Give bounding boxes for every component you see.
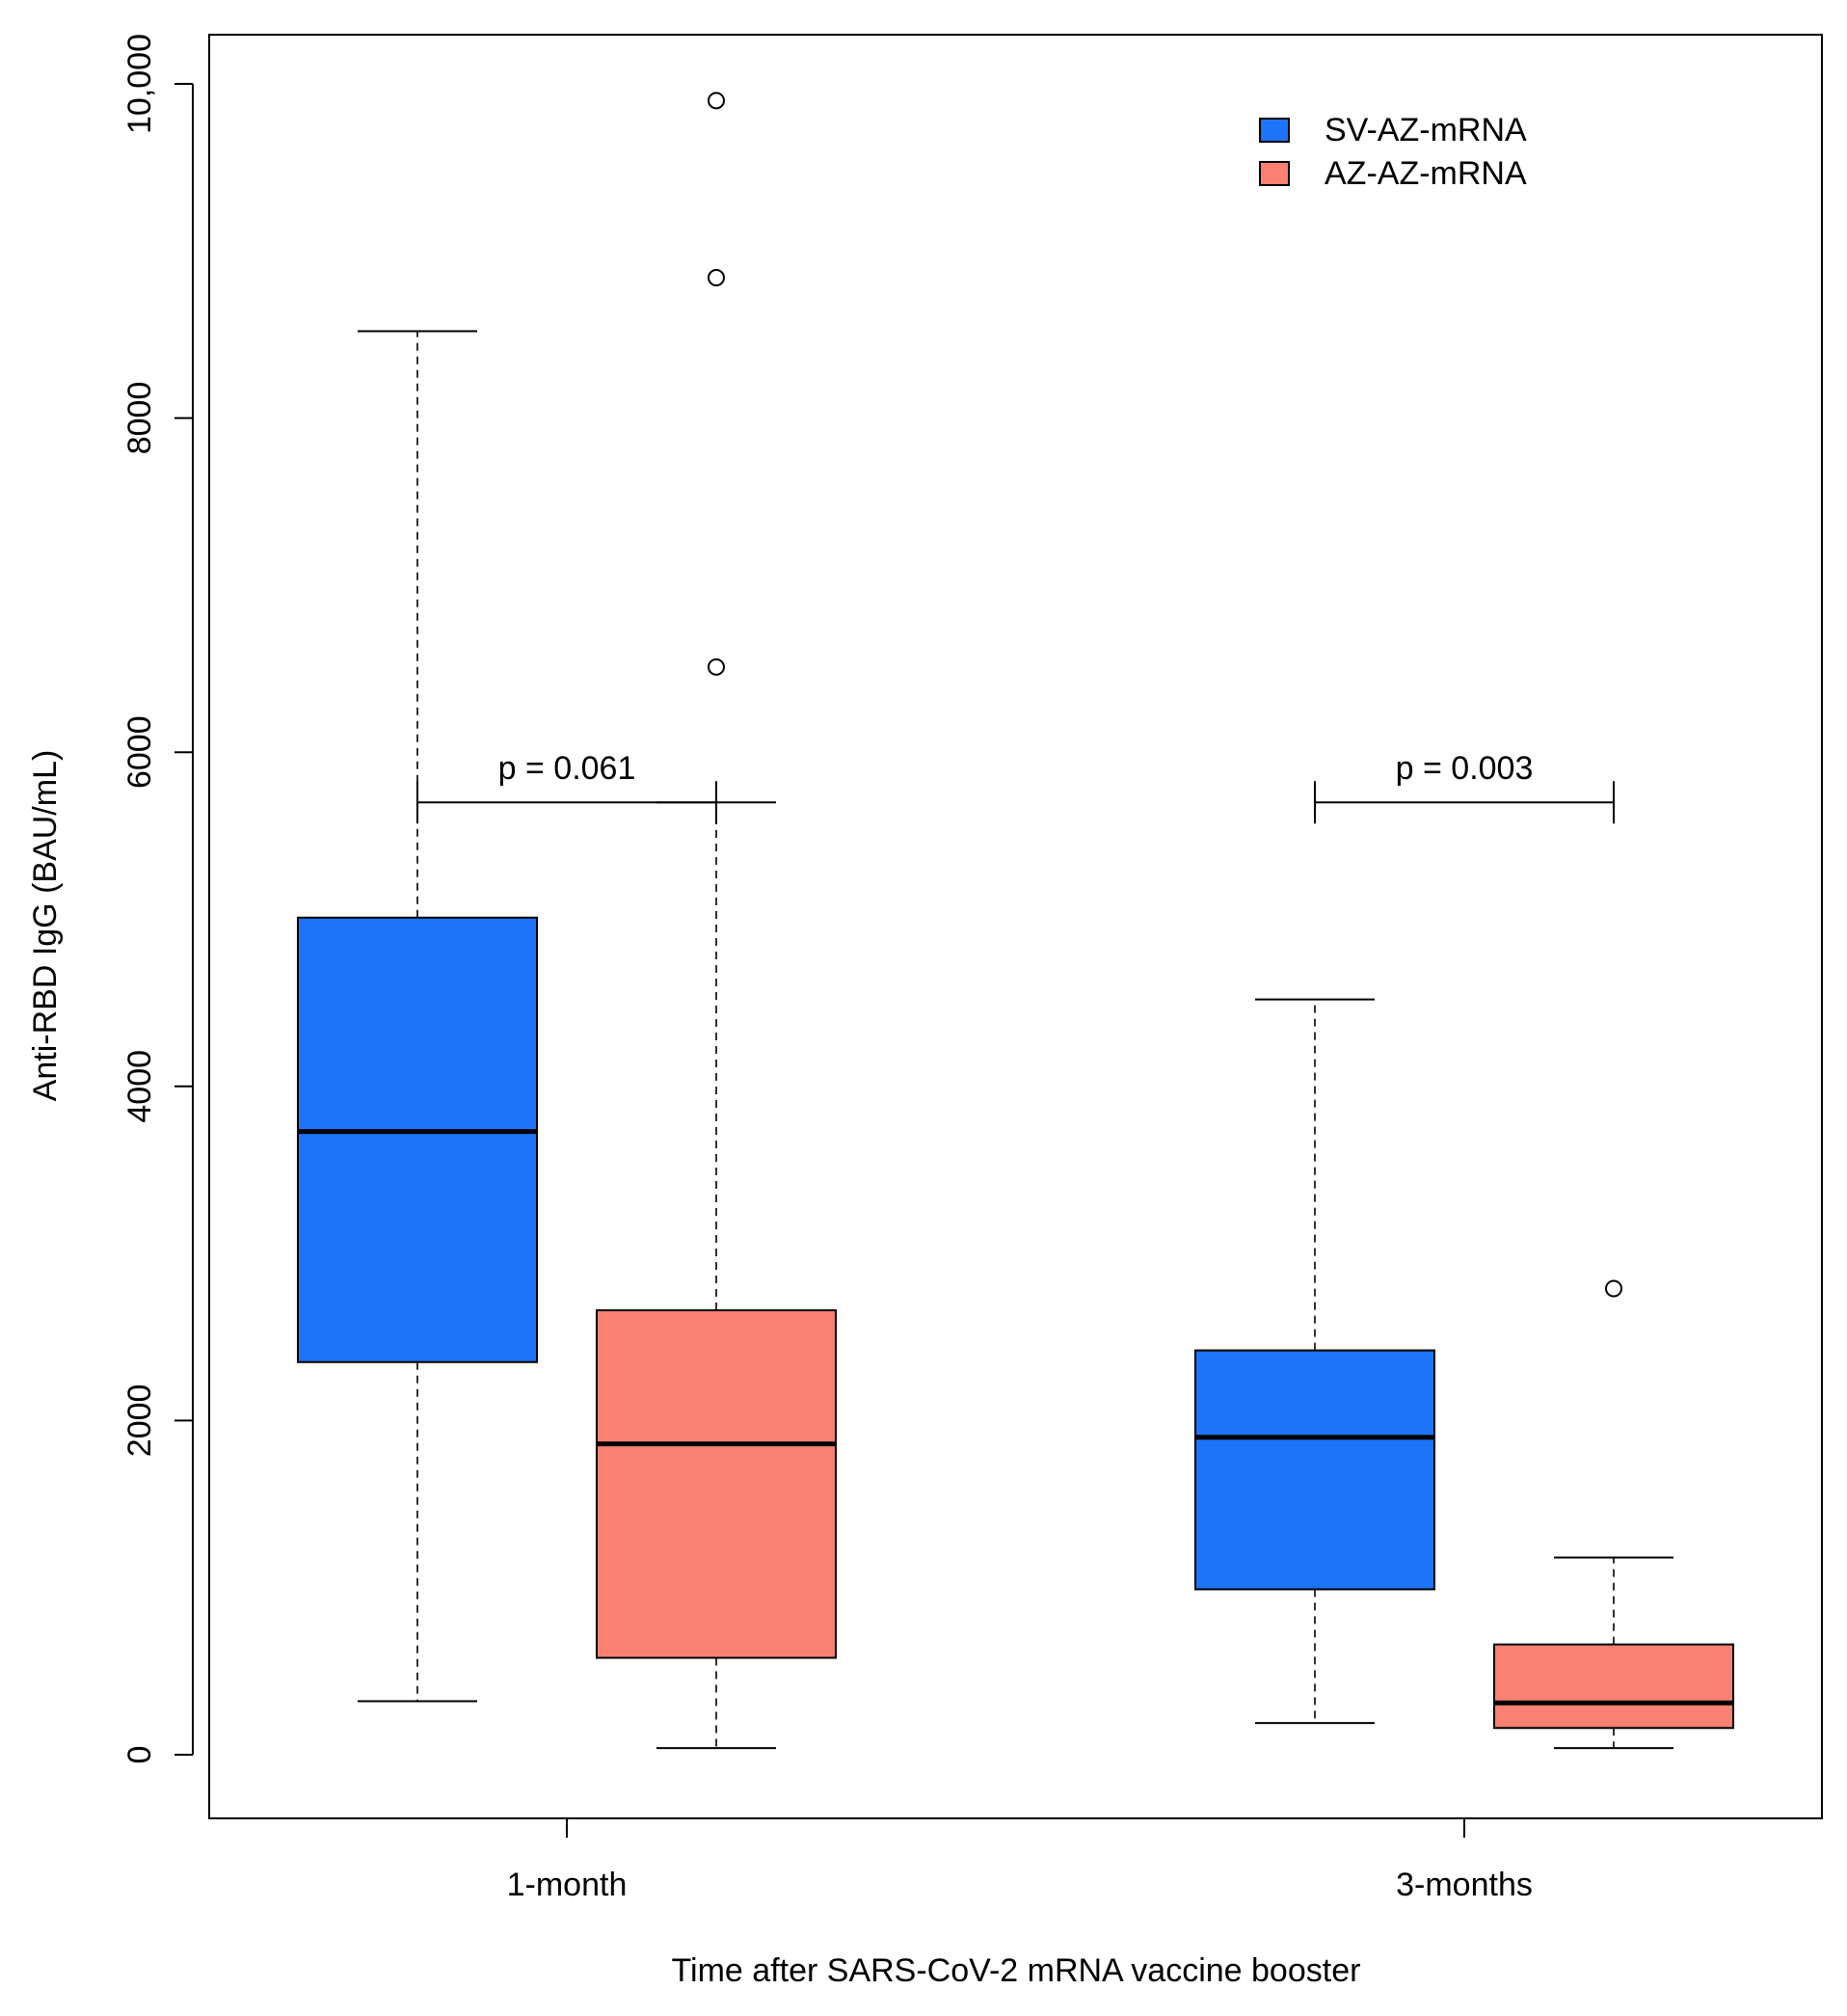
y-axis: 0 2000 4000 6000 8000 10,000 [121, 34, 194, 1764]
p-value-bracket-1-month: p = 0.061 [416, 750, 717, 824]
iqr-box-az-az-mrna-3-months [1493, 1643, 1734, 1730]
outlier-az-az-mrna-3-months-0 [1605, 1279, 1622, 1298]
p-value-label-3-months: p = 0.003 [1396, 750, 1534, 787]
y-tick-label-4000: 4000 [121, 1050, 158, 1123]
box-az-az-mrna-3-months [1493, 1279, 1734, 1750]
box-sv-az-mrna-3-months [1194, 998, 1435, 1725]
y-tick-label-8000: 8000 [121, 382, 158, 455]
legend-label-sv-az-mrna: SV-AZ-mRNA [1325, 112, 1527, 148]
plot-frame [208, 34, 1823, 1819]
box-az-az-mrna-1-month [596, 92, 837, 1750]
legend-swatch-az-az-mrna [1259, 161, 1290, 186]
box-sv-az-mrna-1-month [297, 330, 538, 1703]
p-value-bracket-3-months: p = 0.003 [1314, 750, 1615, 824]
x-axis-label: Time after SARS-CoV-2 mRNA vaccine boost… [672, 1952, 1361, 1989]
y-tick-label-2000: 2000 [121, 1384, 158, 1458]
x-tick-label-3-months: 3-months [1396, 1867, 1533, 1903]
outlier-az-az-mrna-1-month-0 [708, 658, 725, 676]
legend: SV-AZ-mRNA AZ-AZ-mRNA [1259, 112, 1527, 192]
iqr-box-sv-az-mrna-3-months [1194, 1349, 1435, 1591]
legend-swatch-sv-az-mrna [1259, 118, 1290, 143]
iqr-box-az-az-mrna-1-month [596, 1309, 837, 1659]
y-tick-label-0: 0 [121, 1746, 158, 1764]
legend-label-az-az-mrna: AZ-AZ-mRNA [1325, 155, 1527, 192]
y-tick-label-6000: 6000 [121, 715, 158, 789]
y-tick-label-10000: 10,000 [121, 34, 158, 134]
outlier-az-az-mrna-1-month-2 [708, 92, 725, 110]
outlier-az-az-mrna-1-month-1 [708, 269, 725, 287]
y-axis-label: Anti-RBD IgG (BAU/mL) [27, 750, 64, 1102]
p-value-label-1-month: p = 0.061 [498, 750, 636, 787]
x-tick-label-1-month: 1-month [507, 1867, 628, 1903]
iqr-box-sv-az-mrna-1-month [297, 916, 538, 1363]
x-axis: 1-month 3-months [507, 1818, 1533, 1903]
p-value-annotations: p = 0.061 p = 0.003 [416, 750, 1615, 824]
box-series [297, 92, 1734, 1750]
